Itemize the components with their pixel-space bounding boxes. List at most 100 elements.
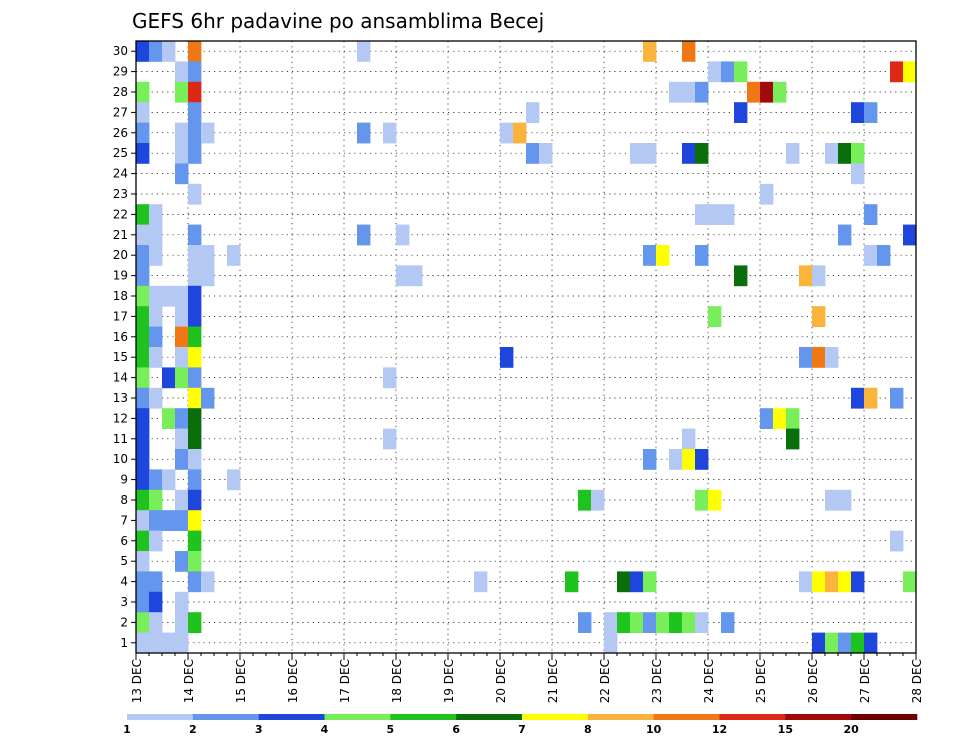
legend-label: 15	[778, 723, 793, 736]
precip-cell	[682, 428, 696, 450]
precip-cell	[838, 632, 852, 654]
y-tick-label: 11	[113, 432, 128, 446]
precip-cell	[656, 245, 670, 266]
precip-cell	[604, 632, 618, 654]
x-tick-label: 23 DEC	[650, 659, 664, 703]
x-tick-label: 24 DEC	[702, 659, 716, 703]
y-tick-label: 15	[113, 350, 128, 364]
precip-cell	[188, 367, 202, 389]
legend-label: 8	[584, 723, 592, 736]
precip-cell	[695, 204, 709, 225]
y-tick-label: 30	[113, 44, 128, 58]
precip-cell	[708, 489, 722, 511]
precip-cell	[773, 408, 787, 429]
y-tick-label: 10	[113, 452, 128, 466]
precip-cell	[175, 122, 189, 144]
y-tick-label: 1	[120, 636, 128, 650]
precip-cell	[721, 612, 735, 633]
precip-cell	[760, 408, 774, 429]
precip-cell	[162, 408, 176, 429]
y-tick-label: 24	[113, 167, 128, 181]
precip-cell	[708, 204, 722, 225]
precip-cell	[656, 612, 670, 633]
precip-cell	[162, 285, 176, 307]
precip-cell	[188, 408, 202, 429]
precip-cell	[162, 469, 176, 491]
precip-cell	[149, 510, 163, 531]
precip-cell	[604, 612, 618, 633]
precip-cell	[747, 81, 761, 103]
precip-cell	[760, 81, 774, 103]
precip-cell	[188, 224, 202, 246]
precip-cell	[175, 61, 189, 83]
precip-cell	[864, 204, 878, 225]
precip-cell	[383, 367, 397, 389]
precip-cell	[864, 102, 878, 123]
y-tick-label: 8	[120, 493, 128, 507]
precip-cell	[162, 41, 176, 62]
precip-cell	[799, 347, 813, 368]
precip-cell	[136, 306, 150, 327]
precip-cell	[630, 612, 644, 633]
legend-swatch	[192, 714, 259, 720]
precip-cell	[149, 224, 163, 246]
y-tick-label: 3	[120, 595, 128, 609]
legend-label: 20	[844, 723, 860, 736]
precip-cell	[175, 591, 189, 613]
precip-cell	[188, 387, 202, 409]
y-tick-label: 14	[113, 371, 128, 385]
x-tick-label: 13 DEC	[130, 659, 144, 703]
legend-swatch	[851, 714, 918, 720]
precip-cell	[760, 183, 774, 205]
precip-cell	[201, 387, 215, 409]
precip-cell	[500, 347, 514, 368]
precip-cell	[136, 408, 150, 429]
y-tick-label: 25	[113, 146, 128, 160]
precip-cell	[617, 571, 631, 593]
precip-cell	[643, 143, 657, 164]
y-tick-label: 28	[113, 85, 128, 99]
precip-cell	[617, 612, 631, 633]
precip-cell	[903, 224, 917, 246]
precip-cell	[682, 449, 696, 470]
precip-cell	[383, 428, 397, 450]
precip-cell	[136, 428, 150, 450]
precip-cell	[695, 81, 709, 103]
precip-cell	[136, 632, 150, 654]
precip-cell	[630, 143, 644, 164]
precip-cell	[136, 489, 150, 511]
precip-cell	[201, 122, 215, 144]
precip-cell	[136, 612, 150, 633]
precip-cell	[188, 530, 202, 552]
precip-cell	[136, 224, 150, 246]
x-tick-label: 16 DEC	[286, 659, 300, 703]
precip-cell	[136, 204, 150, 225]
y-tick-label: 9	[120, 473, 128, 487]
precip-cell	[175, 408, 189, 429]
precip-cell	[149, 571, 163, 593]
precip-cell	[396, 265, 410, 287]
precip-cell	[903, 571, 917, 593]
precip-cell	[825, 489, 839, 511]
precip-cell	[162, 367, 176, 389]
precip-cell	[669, 81, 683, 103]
precip-cell	[149, 306, 163, 327]
legend-swatch	[785, 714, 852, 720]
precip-cell	[643, 449, 657, 470]
precip-cell	[864, 387, 878, 409]
y-tick-label: 16	[113, 330, 128, 344]
precip-cell	[188, 265, 202, 287]
precip-cell	[396, 224, 410, 246]
precip-cell	[175, 449, 189, 470]
y-tick-label: 13	[113, 391, 128, 405]
precip-cell	[149, 326, 163, 348]
legend-label: 6	[452, 723, 460, 736]
legend-swatch	[390, 714, 457, 720]
y-tick-label: 17	[113, 309, 128, 323]
precip-cell	[799, 571, 813, 593]
precip-cell	[825, 347, 839, 368]
precip-cell	[149, 387, 163, 409]
y-tick-label: 7	[120, 513, 128, 527]
precip-cell	[682, 143, 696, 164]
precip-cell	[149, 347, 163, 368]
